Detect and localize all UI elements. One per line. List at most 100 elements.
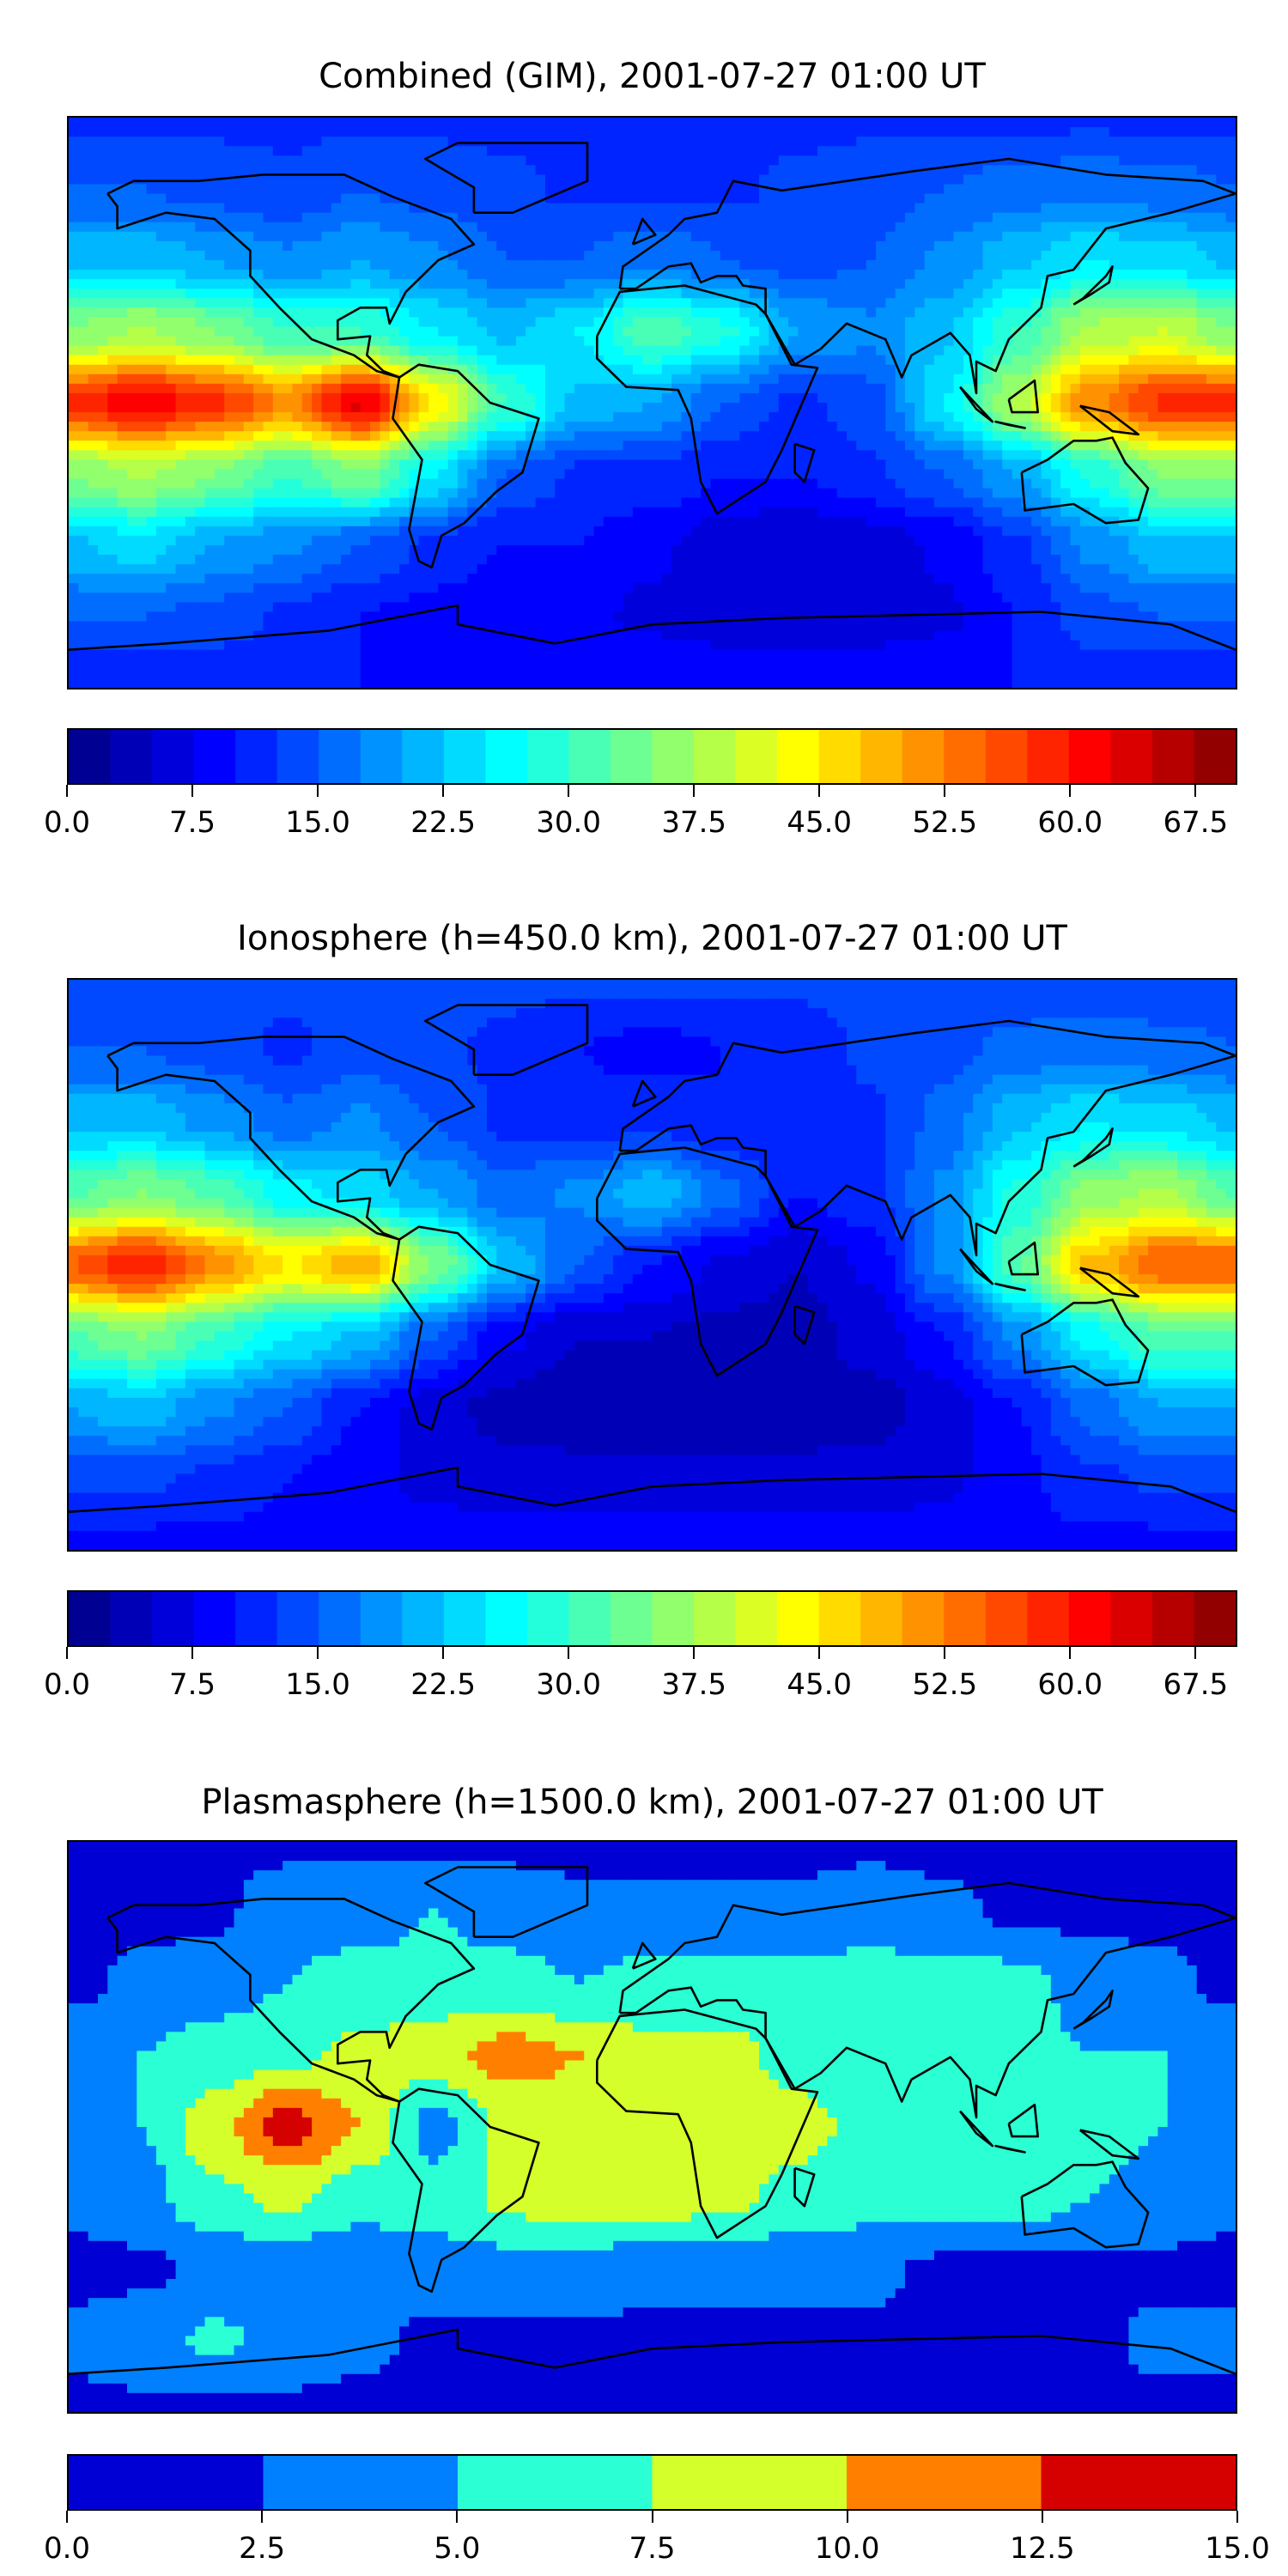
contour-cell [263, 279, 274, 289]
contour-cell [175, 392, 186, 404]
contour-cell [1138, 289, 1149, 299]
contour-cell [117, 165, 128, 175]
contour-cell [272, 317, 283, 328]
contour-cell [944, 118, 955, 128]
contour-cell [428, 431, 439, 441]
contour-cell [584, 174, 595, 185]
contour-cell [1099, 317, 1110, 328]
contour-cell [146, 155, 157, 166]
contour-cell [88, 222, 99, 233]
contour-cell [195, 270, 206, 280]
contour-cell [467, 250, 478, 261]
contour-cell [885, 326, 896, 337]
contour-cell [623, 155, 634, 166]
contour-cell [166, 403, 177, 413]
contour-cell [584, 450, 595, 460]
contour-cell [496, 155, 507, 166]
contour-cell [1109, 118, 1120, 128]
contour-cell [769, 118, 780, 128]
contour-cell [953, 412, 964, 422]
contour-cell [234, 118, 245, 128]
contour-cell [720, 374, 731, 385]
contour-cell [827, 146, 838, 156]
contour-cell [769, 250, 780, 261]
contour-cell [953, 137, 964, 147]
contour-cell [341, 326, 352, 337]
contour-cell [146, 422, 157, 432]
contour-cell [769, 317, 780, 328]
contour-cell [438, 326, 449, 337]
contour-cell [632, 478, 643, 489]
contour-cell [486, 118, 497, 128]
contour-cell [992, 431, 1003, 441]
contour-cell [350, 212, 361, 223]
contour-cell [126, 478, 137, 489]
contour-cell [584, 497, 595, 508]
contour-cell [1177, 459, 1188, 471]
contour-cell [788, 478, 799, 489]
contour-cell [253, 355, 264, 366]
contour-cell [807, 137, 818, 147]
contour-cell [1119, 231, 1130, 242]
contour-cell [214, 250, 225, 261]
contour-cell [389, 412, 400, 422]
contour-cell [730, 403, 741, 413]
contour-cell [370, 155, 380, 166]
contour-cell [312, 383, 323, 394]
contour-cell [146, 469, 157, 480]
contour-cell [1128, 422, 1139, 432]
contour-cell [836, 270, 848, 280]
contour-cell [759, 222, 769, 233]
contour-cell [360, 212, 371, 223]
contour-cell [409, 364, 420, 375]
contour-cell [701, 392, 712, 404]
contour-cell [778, 326, 789, 337]
contour-cell [185, 478, 196, 489]
contour-cell [272, 118, 283, 128]
contour-cell [496, 422, 507, 432]
contour-cell [720, 364, 731, 375]
contour-cell [623, 422, 634, 432]
contour-cell [661, 374, 672, 385]
contour-cell [671, 193, 683, 204]
contour-cell [1012, 260, 1023, 270]
contour-cell [234, 174, 245, 185]
contour-cell [1225, 222, 1236, 233]
contour-cell [263, 212, 274, 223]
contour-cell [885, 146, 896, 156]
contour-cell [496, 345, 507, 356]
contour-cell [749, 497, 760, 508]
contour-cell [496, 184, 507, 195]
contour-cell [477, 307, 488, 318]
contour-cell [234, 488, 245, 499]
contour-cell [438, 127, 449, 137]
contour-cell [593, 469, 605, 480]
contour-cell [1138, 146, 1149, 156]
contour-cell [409, 193, 420, 204]
contour-cell [253, 431, 264, 441]
contour-cell [467, 174, 478, 185]
contour-cell [739, 459, 750, 471]
contour-cell [973, 146, 984, 156]
contour-cell [418, 298, 429, 308]
contour-cell [1021, 403, 1032, 413]
contour-cell [914, 174, 926, 185]
contour-cell [710, 307, 721, 318]
contour-cell [409, 174, 420, 185]
contour-cell [827, 450, 838, 460]
contour-cell [885, 392, 896, 404]
contour-cell [1060, 212, 1072, 223]
contour-cell [1187, 165, 1198, 175]
contour-cell [515, 289, 526, 299]
contour-cell [1021, 440, 1032, 451]
contour-cell [515, 155, 526, 166]
contour-cell [1206, 374, 1217, 385]
contour-cell [496, 203, 507, 214]
contour-cell [720, 488, 731, 499]
contour-cell [155, 240, 167, 252]
contour-cell [1196, 193, 1207, 204]
contour-cell [360, 383, 371, 394]
contour-cell [88, 440, 99, 451]
contour-cell [564, 250, 575, 261]
contour-cell [506, 289, 517, 299]
